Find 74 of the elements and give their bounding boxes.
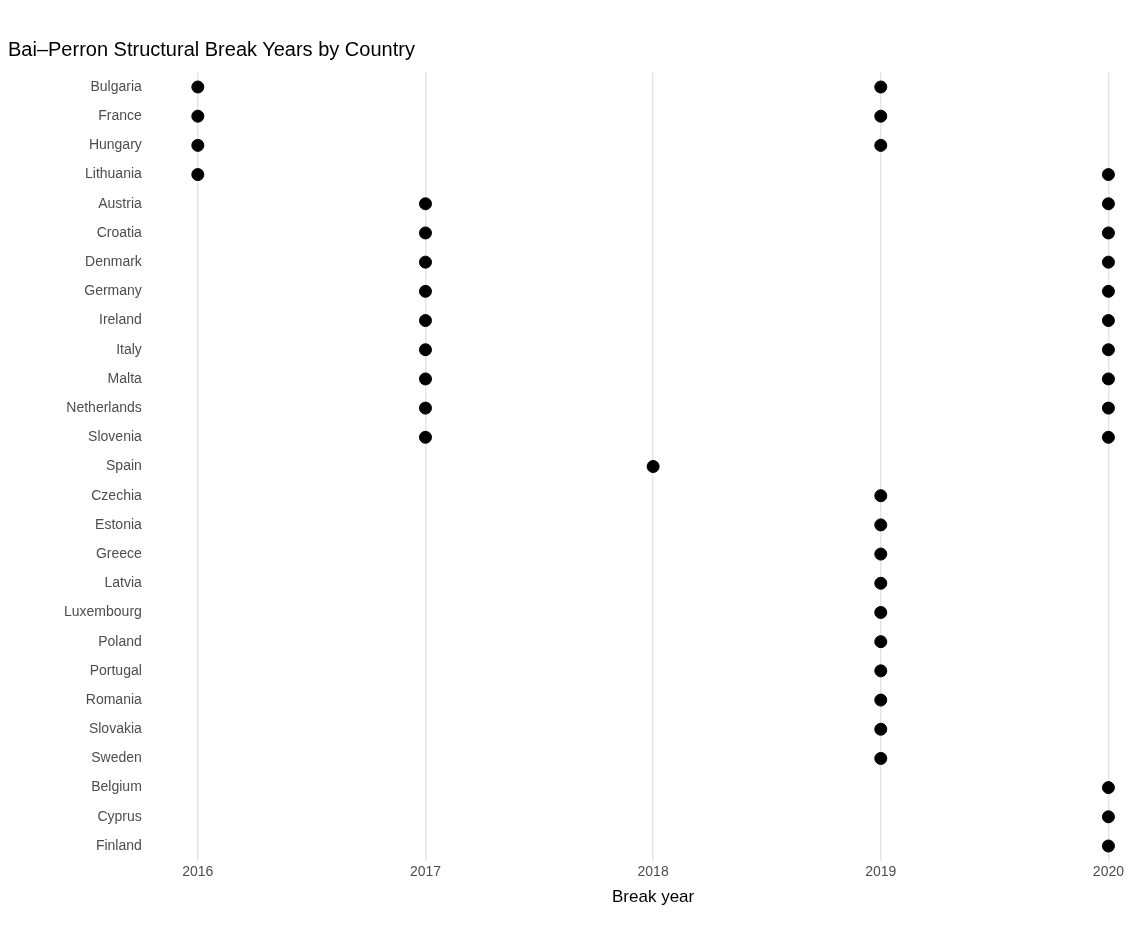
x-tick-label: 2018 (637, 862, 669, 879)
chart-title: Bai–Perron Structural Break Years by Country (8, 37, 415, 60)
point (191, 138, 205, 152)
y-tick-label: Belgium (91, 778, 142, 795)
y-tick-label: Czechia (91, 486, 143, 503)
point (874, 518, 888, 532)
point (874, 693, 888, 707)
y-tick-label: Portugal (89, 661, 142, 678)
point (418, 226, 432, 240)
point (418, 430, 432, 444)
y-tick-label: Slovakia (88, 720, 143, 737)
point (874, 80, 888, 94)
y-tick-label: Bulgaria (90, 77, 143, 94)
y-tick-label: Denmark (85, 253, 143, 270)
y-tick-label: Italy (116, 340, 142, 357)
x-tick-label: 2020 (1092, 862, 1125, 879)
y-tick-label: Sweden (91, 749, 142, 766)
y-tick-label: Spain (106, 457, 142, 474)
point (418, 314, 432, 328)
y-tick-label: Croatia (96, 223, 143, 240)
x-tick-label: 2019 (865, 862, 897, 879)
point (874, 138, 888, 152)
y-tick-label: Slovenia (88, 428, 143, 445)
point (874, 635, 888, 649)
y-tick-label: Netherlands (66, 398, 142, 415)
point (418, 284, 432, 298)
y-tick-label: Latvia (104, 574, 143, 591)
point (1101, 226, 1115, 240)
point (1101, 343, 1115, 357)
x-tick-label: 2017 (409, 862, 442, 879)
x-axis-title: Break year (612, 887, 695, 907)
point (874, 547, 888, 561)
point (874, 605, 888, 619)
point (191, 80, 205, 94)
point (418, 197, 432, 211)
point (1101, 255, 1115, 269)
y-tick-label: Cyprus (97, 807, 142, 824)
y-tick-label: Malta (107, 369, 143, 386)
y-tick-label: Lithuania (85, 165, 143, 182)
point (1101, 168, 1115, 182)
point (1101, 372, 1115, 386)
point (874, 109, 888, 123)
y-tick-label: Estonia (95, 515, 143, 532)
y-tick-label: Poland (98, 632, 142, 649)
point (1101, 197, 1115, 211)
point (874, 664, 888, 678)
x-tick-label: 2016 (182, 862, 214, 879)
y-tick-label: Hungary (88, 136, 142, 153)
point (1101, 314, 1115, 328)
point (1101, 401, 1115, 415)
y-tick-label: Romania (85, 690, 143, 707)
point (418, 343, 432, 357)
point (418, 255, 432, 269)
point (874, 722, 888, 736)
point (191, 168, 205, 182)
y-tick-label: Austria (98, 194, 143, 211)
point (1101, 781, 1115, 795)
y-tick-label: Greece (95, 544, 143, 561)
point (191, 109, 205, 123)
y-tick-label: Luxembourg (64, 603, 142, 620)
point (1101, 430, 1115, 444)
point (1101, 284, 1115, 298)
point (1101, 810, 1115, 824)
point (874, 576, 888, 590)
point (874, 751, 888, 765)
point (1101, 839, 1115, 853)
y-tick-label: Finland (95, 836, 142, 853)
point (418, 372, 432, 386)
point (874, 489, 888, 503)
point (418, 401, 432, 415)
point (646, 460, 660, 473)
y-tick-label: Germany (84, 282, 142, 299)
y-tick-label: Ireland (99, 311, 142, 328)
y-tick-label: France (98, 107, 143, 124)
